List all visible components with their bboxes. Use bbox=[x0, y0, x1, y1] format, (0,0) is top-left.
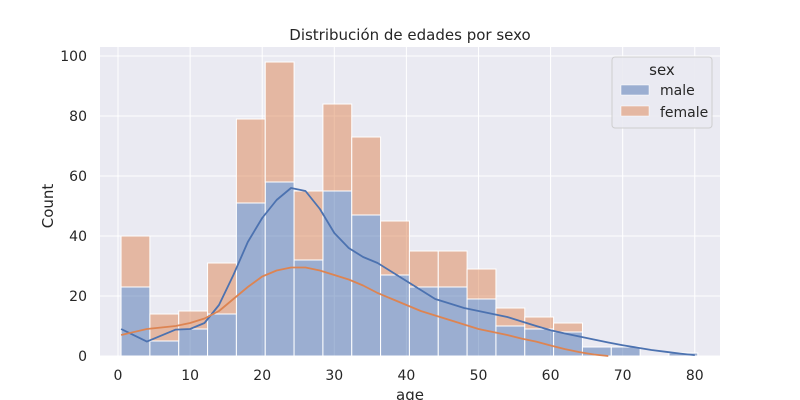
bar-male-0 bbox=[120, 286, 151, 357]
bar-female-4 bbox=[235, 118, 266, 204]
x-tick-label: 60 bbox=[542, 368, 560, 384]
x-tick-label: 80 bbox=[686, 368, 704, 384]
y-tick-label: 60 bbox=[69, 169, 87, 185]
x-tick-label: 0 bbox=[114, 368, 123, 384]
bar-male-17 bbox=[610, 346, 641, 357]
legend-title: sex bbox=[649, 61, 675, 79]
x-axis-ticks: 0 10 20 30 40 50 60 70 80 bbox=[114, 368, 704, 384]
legend-label-female: female bbox=[660, 105, 708, 121]
kde-line-female bbox=[120, 266, 609, 357]
bar-male-13 bbox=[495, 325, 526, 357]
bar-female-10 bbox=[408, 250, 439, 288]
x-axis-label: age bbox=[396, 386, 424, 400]
bar-female-9 bbox=[380, 220, 410, 276]
x-tick-label: 50 bbox=[470, 368, 488, 384]
legend-swatch-female bbox=[620, 105, 650, 117]
y-tick-label: 40 bbox=[69, 229, 87, 245]
bar-male-9 bbox=[380, 274, 410, 357]
y-axis-label: Count bbox=[39, 184, 57, 229]
bar-female-7 bbox=[322, 103, 353, 192]
x-tick-label: 70 bbox=[614, 368, 632, 384]
bar-female-13 bbox=[495, 307, 526, 327]
bar-female-2 bbox=[178, 310, 209, 330]
bar-female-3 bbox=[207, 262, 237, 315]
y-tick-label: 100 bbox=[60, 49, 87, 65]
bar-female-11 bbox=[437, 250, 468, 288]
kde-line-male bbox=[120, 187, 695, 356]
bar-female-12 bbox=[466, 268, 497, 300]
kde-curves bbox=[120, 187, 695, 357]
bar-female-6 bbox=[293, 190, 324, 261]
legend: sex male female bbox=[611, 56, 713, 129]
x-tick-label: 40 bbox=[397, 368, 415, 384]
bar-female-0 bbox=[120, 235, 151, 288]
bar-female-15 bbox=[553, 322, 583, 333]
x-tick-label: 10 bbox=[181, 368, 199, 384]
bar-male-3 bbox=[207, 313, 237, 357]
y-axis-ticks: 0 20 40 60 80 100 bbox=[60, 49, 87, 365]
bar-male-4 bbox=[235, 202, 266, 357]
bar-male-2 bbox=[178, 328, 209, 357]
bar-female-8 bbox=[351, 136, 382, 216]
legend-swatch-male bbox=[620, 84, 650, 96]
bar-male-6 bbox=[293, 259, 324, 357]
x-tick-label: 20 bbox=[253, 368, 271, 384]
histogram-bars bbox=[120, 61, 699, 357]
bar-male-8 bbox=[351, 214, 382, 357]
legend-label-male: male bbox=[660, 83, 695, 99]
y-tick-label: 80 bbox=[69, 109, 87, 125]
y-tick-label: 20 bbox=[69, 289, 87, 305]
y-tick-label: 0 bbox=[78, 349, 87, 365]
chart-title: Distribución de edades por sexo bbox=[289, 26, 530, 44]
bar-female-5 bbox=[264, 61, 295, 183]
bar-male-1 bbox=[149, 340, 180, 357]
x-tick-label: 30 bbox=[325, 368, 343, 384]
